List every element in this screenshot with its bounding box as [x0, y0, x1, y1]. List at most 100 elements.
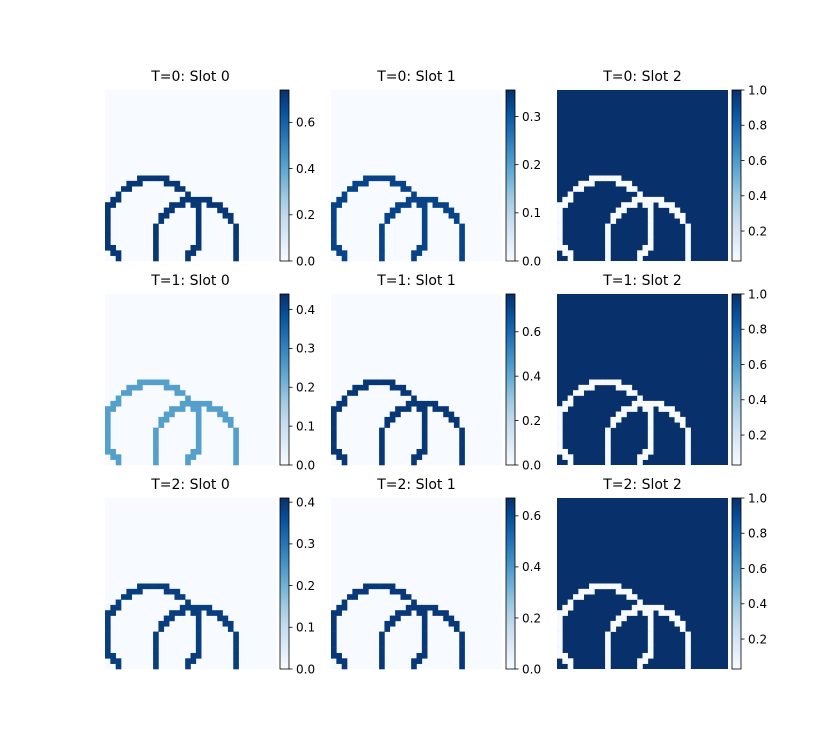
colorbar-tick-label: 0.2 — [522, 158, 541, 172]
heatmap-cell — [605, 223, 611, 230]
heatmap-cell — [610, 212, 617, 219]
heatmap-cell — [621, 411, 627, 418]
heatmap-cell — [195, 647, 202, 654]
heatmap-cell — [610, 626, 617, 632]
heatmap-cell — [395, 207, 401, 214]
heatmap-cell — [421, 406, 428, 412]
heatmap-cell — [459, 631, 465, 638]
heatmap-cell — [637, 663, 643, 670]
heatmap-cell — [384, 583, 391, 590]
heatmap-cell — [557, 620, 563, 627]
heatmap-cell — [363, 175, 369, 182]
heatmap-cell — [153, 636, 159, 643]
heatmap-cell — [384, 626, 391, 632]
heatmap-cell — [411, 663, 417, 670]
heatmap-cell — [389, 180, 396, 187]
heatmap-cell — [647, 239, 654, 246]
heatmap-cell — [379, 652, 385, 659]
heatmap-cell — [626, 384, 633, 391]
heatmap-cell — [336, 454, 342, 460]
heatmap-cell — [653, 604, 659, 611]
panel-title: T=0: Slot 1 — [376, 69, 456, 85]
heatmap-cell — [185, 658, 191, 664]
heatmap-cell — [459, 234, 465, 240]
heatmap-cell — [105, 615, 111, 622]
heatmap-cell — [400, 610, 407, 616]
heatmap-cell — [126, 384, 133, 391]
heatmap-cell — [432, 196, 439, 203]
heatmap-cell — [336, 652, 342, 659]
heatmap-cell — [685, 234, 691, 240]
heatmap-cell — [185, 663, 191, 670]
heatmap-cell — [669, 207, 675, 214]
panel-8: T=2: Slot 2 0.2 0.4 0.6 0.8 1.0 — [557, 477, 767, 670]
heatmap-cell — [647, 615, 654, 622]
heatmap-cell — [637, 459, 643, 466]
panel-title: T=1: Slot 0 — [150, 273, 230, 289]
heatmap-cell — [459, 652, 465, 659]
colorbar-tick-label: 0.3 — [296, 342, 315, 356]
heatmap-cell — [562, 196, 568, 203]
heatmap-cell — [658, 196, 665, 203]
heatmap-cell — [331, 411, 337, 418]
heatmap-cell — [459, 432, 465, 439]
heatmap-cell — [195, 432, 202, 439]
heatmap-cell — [163, 212, 170, 219]
heatmap-cell — [642, 196, 649, 203]
colorbar-tick-label: 0.6 — [748, 154, 767, 168]
heatmap-cell — [674, 212, 681, 219]
heatmap-cell — [589, 180, 595, 187]
heatmap-cell — [459, 244, 465, 251]
heatmap-cell — [331, 427, 337, 434]
heatmap-cell — [185, 454, 191, 460]
heatmap-cell — [153, 379, 159, 386]
heatmap-cell — [195, 196, 202, 203]
heatmap-cell — [562, 448, 568, 455]
colorbar-tick-label: 0.2 — [296, 381, 315, 395]
heatmap-cell — [137, 175, 143, 182]
heatmap-cell — [610, 175, 617, 182]
heatmap-cell — [331, 620, 337, 627]
heatmap-cell — [195, 626, 202, 632]
heatmap-cell — [331, 642, 337, 648]
heatmap-cell — [153, 223, 159, 230]
heatmap-cell — [631, 610, 638, 616]
heatmap-cell — [679, 212, 686, 219]
heatmap-cell — [637, 191, 643, 198]
heatmap-cell — [621, 180, 627, 187]
heatmap-cell — [110, 652, 116, 659]
heatmap-cell — [685, 658, 691, 664]
heatmap-cell — [637, 255, 643, 262]
heatmap-cell — [573, 186, 579, 192]
heatmap-cell — [105, 212, 111, 219]
heatmap-cell — [647, 202, 654, 208]
heatmap-cell — [416, 196, 423, 203]
heatmap-cell — [621, 202, 627, 208]
heatmap-cell — [331, 416, 337, 423]
heatmap-cell — [685, 631, 691, 638]
heatmap-cell — [459, 658, 465, 664]
heatmap-cell — [153, 663, 159, 670]
colorbar-tick-label: 0.6 — [522, 325, 541, 339]
heatmap-cell — [615, 416, 622, 423]
heatmap-cell — [626, 588, 633, 595]
heatmap-cell — [658, 610, 665, 616]
heatmap-cell — [206, 202, 213, 208]
heatmap-cell — [105, 626, 111, 632]
heatmap-cell — [557, 626, 563, 632]
heatmap-cell — [341, 191, 348, 198]
colorbar — [731, 497, 742, 670]
heatmap-cell — [637, 400, 643, 407]
heatmap-cell — [658, 400, 665, 407]
heatmap-cell — [647, 422, 654, 428]
heatmap-cell — [153, 454, 159, 460]
heatmap-cell — [416, 604, 423, 611]
heatmap-cell — [557, 228, 563, 235]
heatmap-cell — [427, 604, 433, 611]
heatmap-cell — [589, 175, 595, 182]
heatmap-cell — [567, 250, 574, 256]
heatmap-cell — [615, 620, 622, 627]
heatmap-cell — [557, 234, 563, 240]
heatmap-cell — [400, 406, 407, 412]
heatmap-cell — [647, 427, 654, 434]
